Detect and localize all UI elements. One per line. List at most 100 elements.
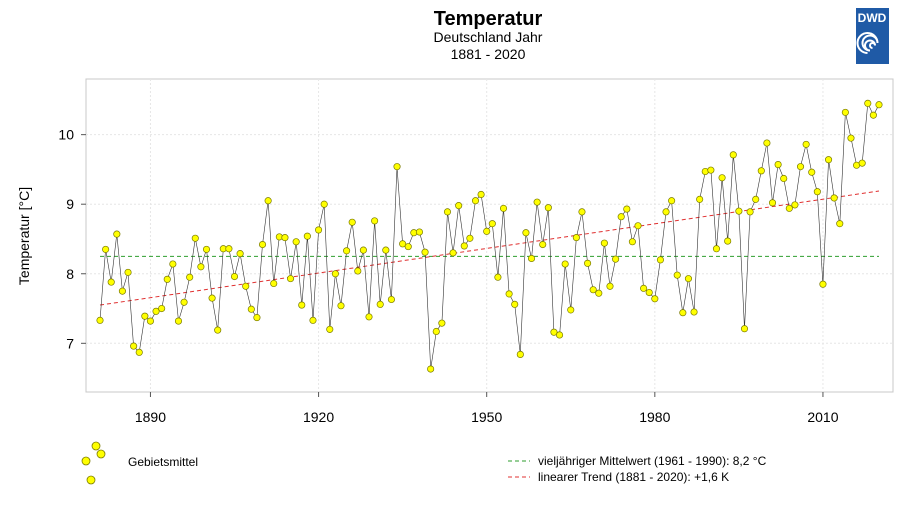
data-point: [303, 232, 311, 240]
data-point: [130, 342, 138, 350]
data-point: [158, 304, 166, 313]
data-point: [371, 217, 379, 225]
legend: Gebietsmittel vieljähriger Mittelwert (1…: [81, 441, 767, 485]
data-point: [382, 246, 390, 254]
data-point: [107, 278, 115, 286]
dwd-logo: DWD: [856, 8, 889, 64]
data-point: [387, 295, 395, 304]
data-point: [668, 197, 676, 205]
swirl-icon: [856, 32, 879, 54]
data-point: [287, 275, 295, 283]
data-point: [864, 99, 872, 107]
data-point: [197, 263, 205, 271]
data-point: [645, 288, 653, 297]
data-point: [225, 245, 233, 253]
data-point: [634, 222, 642, 230]
data-point: [466, 234, 474, 242]
legend-point: [86, 475, 96, 485]
data-point: [712, 245, 721, 253]
data-point: [735, 207, 743, 215]
y-tick-label: 7: [66, 335, 74, 351]
data-point: [315, 226, 323, 234]
data-point: [522, 229, 530, 237]
data-point: [696, 195, 704, 203]
data-point: [483, 227, 491, 235]
data-point: [533, 198, 541, 206]
data-point: [836, 220, 844, 228]
data-point: [567, 306, 575, 314]
data-point: [292, 238, 300, 246]
data-point: [186, 273, 194, 281]
y-tick-label: 8: [66, 266, 74, 282]
data-point: [589, 286, 597, 294]
x-tick-label: 1890: [135, 409, 166, 425]
data-point: [561, 260, 569, 268]
data-point: [320, 200, 328, 208]
data-point: [752, 195, 760, 203]
data-point: [679, 309, 687, 317]
data-point: [768, 199, 777, 207]
x-tick-label: 2010: [807, 409, 838, 425]
y-tick-label: 10: [58, 127, 74, 143]
reference-lines: [99, 190, 880, 306]
data-point: [640, 284, 648, 292]
chart-title: Temperatur: [434, 8, 543, 30]
data-point: [544, 204, 552, 212]
data-point: [202, 245, 211, 253]
data-point: [802, 140, 810, 148]
data-point: [505, 290, 513, 298]
plot-area: [85, 78, 894, 393]
data-point: [550, 328, 558, 336]
data-point: [746, 208, 754, 216]
data-point: [707, 166, 715, 174]
data-point: [460, 242, 468, 250]
data-point: [146, 317, 154, 325]
data-point: [628, 238, 636, 246]
legend-points-label: Gebietsmittel: [128, 455, 198, 469]
data-point: [399, 240, 407, 248]
data-point: [718, 174, 726, 182]
chart-period: 1881 - 2020: [451, 46, 526, 62]
data-point: [264, 197, 272, 205]
data-point: [337, 302, 345, 310]
data-point: [174, 317, 183, 325]
data-point: [236, 250, 244, 258]
data-point: [875, 101, 883, 109]
dwd-logo-text: DWD: [858, 11, 887, 25]
data-point: [673, 271, 681, 279]
data-point: [662, 208, 670, 216]
data-point: [774, 161, 782, 169]
legend-point: [91, 441, 101, 451]
data-point: [270, 279, 278, 288]
data-point: [152, 307, 160, 315]
data-point: [757, 167, 765, 175]
data-point: [427, 365, 435, 373]
data-point: [443, 208, 452, 216]
data-point: [511, 300, 519, 308]
y-tick-label: 9: [66, 196, 74, 212]
data-point: [612, 255, 620, 263]
legend-point: [81, 456, 91, 466]
data-point: [869, 111, 877, 119]
data-point: [247, 305, 255, 313]
data-point: [595, 289, 603, 297]
data-point: [578, 208, 586, 216]
data-point: [354, 267, 362, 275]
data-point: [556, 331, 564, 339]
data-point: [331, 270, 339, 278]
grid: [86, 79, 893, 392]
data-point: [651, 295, 659, 303]
data-point: [808, 168, 816, 176]
data-point: [729, 151, 737, 159]
x-tick-label: 1950: [471, 409, 502, 425]
data-point: [477, 190, 485, 199]
data-point: [499, 204, 508, 212]
data-point: [432, 327, 440, 336]
data-point: [813, 188, 821, 196]
chart-subtitle: Deutschland Jahr: [434, 29, 543, 45]
axes: 1890 1920 1950 1980 2010 7 8 9 10: [58, 127, 838, 425]
data-point: [365, 313, 373, 321]
data-point: [393, 163, 401, 171]
data-point: [819, 280, 827, 288]
